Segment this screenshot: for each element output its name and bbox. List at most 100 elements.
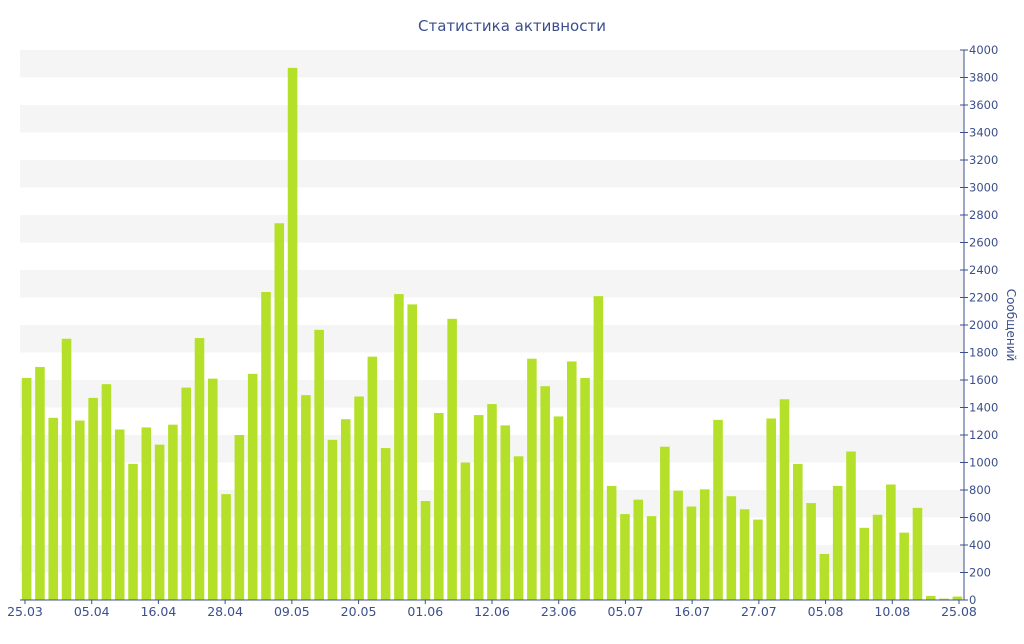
bar xyxy=(460,462,471,600)
y-tick-label: 3000 xyxy=(969,181,998,195)
bar xyxy=(234,435,245,600)
bar xyxy=(487,404,497,600)
bar xyxy=(48,417,59,600)
x-tick-label: 05.08 xyxy=(808,604,844,619)
bar xyxy=(287,67,298,601)
bar xyxy=(261,292,271,600)
y-tick-label: 2200 xyxy=(969,291,998,305)
bar xyxy=(527,358,537,600)
x-tick-label: 09.05 xyxy=(274,604,310,619)
bar xyxy=(101,384,112,601)
y-tick-label: 4000 xyxy=(969,43,998,57)
y-tick-label: 0 xyxy=(969,593,976,607)
bar xyxy=(513,456,524,600)
axes: 0 200 400 600 800 1000 1200 1400 1600 1800 2000 220… xyxy=(7,43,998,619)
y-tick-label: 3600 xyxy=(969,98,998,112)
bar xyxy=(327,439,338,600)
bar xyxy=(394,294,404,600)
chart-title: Статистика активности xyxy=(418,17,606,35)
bar xyxy=(420,501,431,600)
bar xyxy=(314,329,324,600)
bar xyxy=(35,366,45,600)
y-tick-label: 2600 xyxy=(969,236,998,250)
grid-band xyxy=(20,50,964,78)
bar xyxy=(301,395,311,601)
x-tick-label: 05.04 xyxy=(74,604,110,619)
bar xyxy=(61,338,72,600)
x-tick-label: 01.06 xyxy=(407,604,443,619)
bar xyxy=(447,318,457,600)
bar xyxy=(673,490,683,600)
bar xyxy=(354,396,364,600)
bar xyxy=(553,416,564,600)
bar xyxy=(819,553,830,600)
bar xyxy=(500,425,511,601)
bar xyxy=(221,494,231,601)
grid-band xyxy=(20,105,964,133)
x-tick-label: 25.03 xyxy=(7,604,43,619)
y-tick-label: 3200 xyxy=(969,153,998,167)
bar xyxy=(208,378,218,601)
bar xyxy=(739,509,750,600)
x-tick-label: 16.04 xyxy=(141,604,177,619)
x-tick-label: 23.06 xyxy=(541,604,577,619)
bar xyxy=(952,596,963,600)
x-tick-label: 20.05 xyxy=(341,604,377,619)
y-tick-label: 1800 xyxy=(969,346,998,360)
bar xyxy=(593,296,604,601)
bar xyxy=(540,386,550,600)
bar xyxy=(779,399,790,600)
bar xyxy=(194,338,205,600)
bar xyxy=(646,516,657,601)
grid-bands xyxy=(20,50,964,573)
x-tick-label: 27.07 xyxy=(741,604,777,619)
y-tick-label: 800 xyxy=(969,483,991,497)
bar xyxy=(247,373,258,600)
y-tick-label: 2400 xyxy=(969,263,998,277)
bar xyxy=(806,503,816,600)
x-tick-label: 28.04 xyxy=(207,604,243,619)
y-tick-label: 200 xyxy=(969,566,991,580)
bar xyxy=(859,527,870,600)
bar xyxy=(88,397,98,601)
y-tick-label: 1600 xyxy=(969,373,998,387)
y-tick-label: 2800 xyxy=(969,208,998,222)
x-tick-label: 10.08 xyxy=(874,604,910,619)
y-tick-label: 3800 xyxy=(969,71,998,85)
bar xyxy=(606,485,617,601)
bar xyxy=(832,485,843,601)
bar xyxy=(380,448,391,600)
bar xyxy=(620,514,630,600)
bar xyxy=(899,532,909,601)
bar xyxy=(181,387,191,600)
bar xyxy=(367,356,378,601)
bar xyxy=(766,418,776,600)
bar xyxy=(686,506,697,600)
bar xyxy=(699,489,710,600)
y-axis-label: Сообщений xyxy=(1004,289,1018,362)
bar xyxy=(340,419,351,600)
y-tick-label: 1200 xyxy=(969,428,998,442)
bar xyxy=(660,446,670,600)
grid-band xyxy=(20,325,964,353)
y-tick-label: 400 xyxy=(969,538,991,552)
bar-series xyxy=(21,67,963,601)
bar xyxy=(114,429,125,600)
y-tick-label: 3400 xyxy=(969,126,998,140)
bar xyxy=(21,377,32,600)
x-tick-label: 25.08 xyxy=(941,604,977,619)
bar xyxy=(128,463,138,601)
bar xyxy=(846,451,856,600)
bar xyxy=(726,496,737,600)
bar xyxy=(793,463,803,601)
grid-band xyxy=(20,270,964,298)
bar xyxy=(274,223,285,600)
bar xyxy=(886,484,896,600)
bar xyxy=(925,595,936,601)
bar xyxy=(633,499,644,601)
bar xyxy=(872,514,883,600)
bar xyxy=(75,420,85,600)
bar xyxy=(154,444,165,601)
